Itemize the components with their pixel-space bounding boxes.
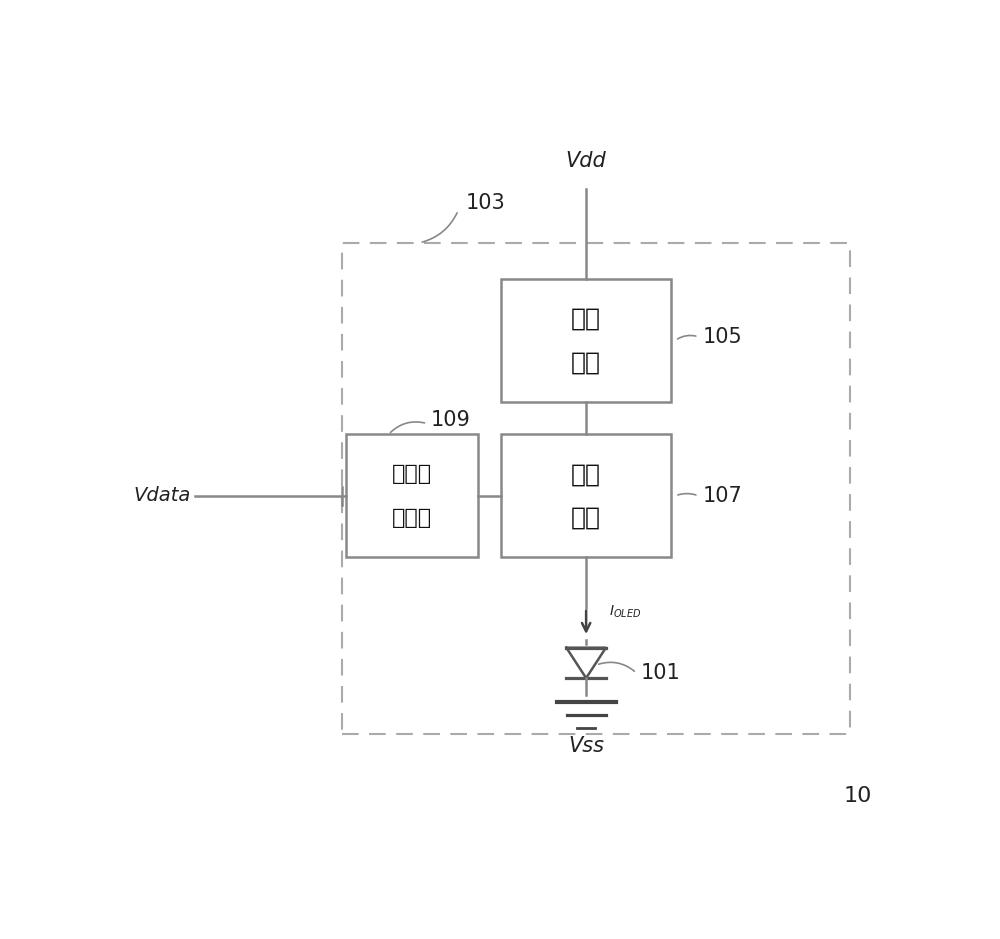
Text: 单元: 单元 xyxy=(571,505,601,530)
Text: $I_{OLED}$: $I_{OLED}$ xyxy=(609,604,642,620)
Text: 电源: 电源 xyxy=(571,307,601,331)
Text: Vdd: Vdd xyxy=(566,150,606,171)
Bar xyxy=(501,279,671,402)
Text: 存单元: 存单元 xyxy=(392,508,432,528)
Text: 107: 107 xyxy=(702,485,742,506)
Text: 101: 101 xyxy=(640,663,680,683)
Bar xyxy=(342,243,850,734)
Text: 10: 10 xyxy=(843,786,872,806)
Text: 109: 109 xyxy=(431,410,471,430)
Text: 105: 105 xyxy=(702,327,742,346)
Text: 驱动: 驱动 xyxy=(571,462,601,486)
Text: Vss: Vss xyxy=(568,736,604,756)
Text: 数据储: 数据储 xyxy=(392,464,432,485)
Text: 单元: 单元 xyxy=(571,350,601,374)
Bar xyxy=(346,435,478,558)
Text: Vdata: Vdata xyxy=(134,486,191,505)
Bar xyxy=(501,435,671,558)
Text: 103: 103 xyxy=(466,193,506,213)
